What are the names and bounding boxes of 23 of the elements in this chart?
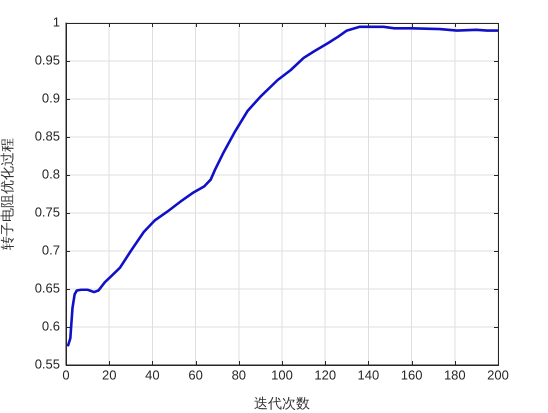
y-tick-label: 0.75 — [34, 204, 60, 220]
y-tick-label: 0.55 — [34, 356, 60, 372]
x-axis-title: 迭代次数 — [254, 396, 310, 412]
x-tick-label: 0 — [62, 367, 70, 382]
y-tick-label: 1 — [52, 14, 60, 30]
x-tick-label: 180 — [444, 367, 466, 382]
y-tick-label: 0.85 — [34, 128, 60, 144]
x-tick-label: 200 — [487, 367, 509, 382]
x-tick-label: 100 — [271, 367, 293, 382]
x-tick-label: 140 — [358, 367, 380, 382]
y-tick-label: 0.95 — [34, 52, 60, 68]
y-tick-label: 0.6 — [42, 318, 60, 334]
y-tick-label: 0.8 — [42, 166, 60, 182]
y-tick-label: 0.7 — [42, 242, 60, 258]
x-tick-label: 80 — [232, 367, 246, 382]
x-tick-label: 120 — [314, 367, 336, 382]
y-tick-label: 0.65 — [34, 280, 60, 296]
y-tick-label: 0.9 — [42, 90, 60, 106]
y-axis-title: 转子电阻优化过程 — [0, 138, 16, 250]
x-tick-label: 20 — [102, 367, 116, 382]
x-tick-label: 160 — [400, 367, 422, 382]
x-tick-label: 40 — [145, 367, 160, 382]
x-tick-label: 60 — [188, 367, 203, 382]
